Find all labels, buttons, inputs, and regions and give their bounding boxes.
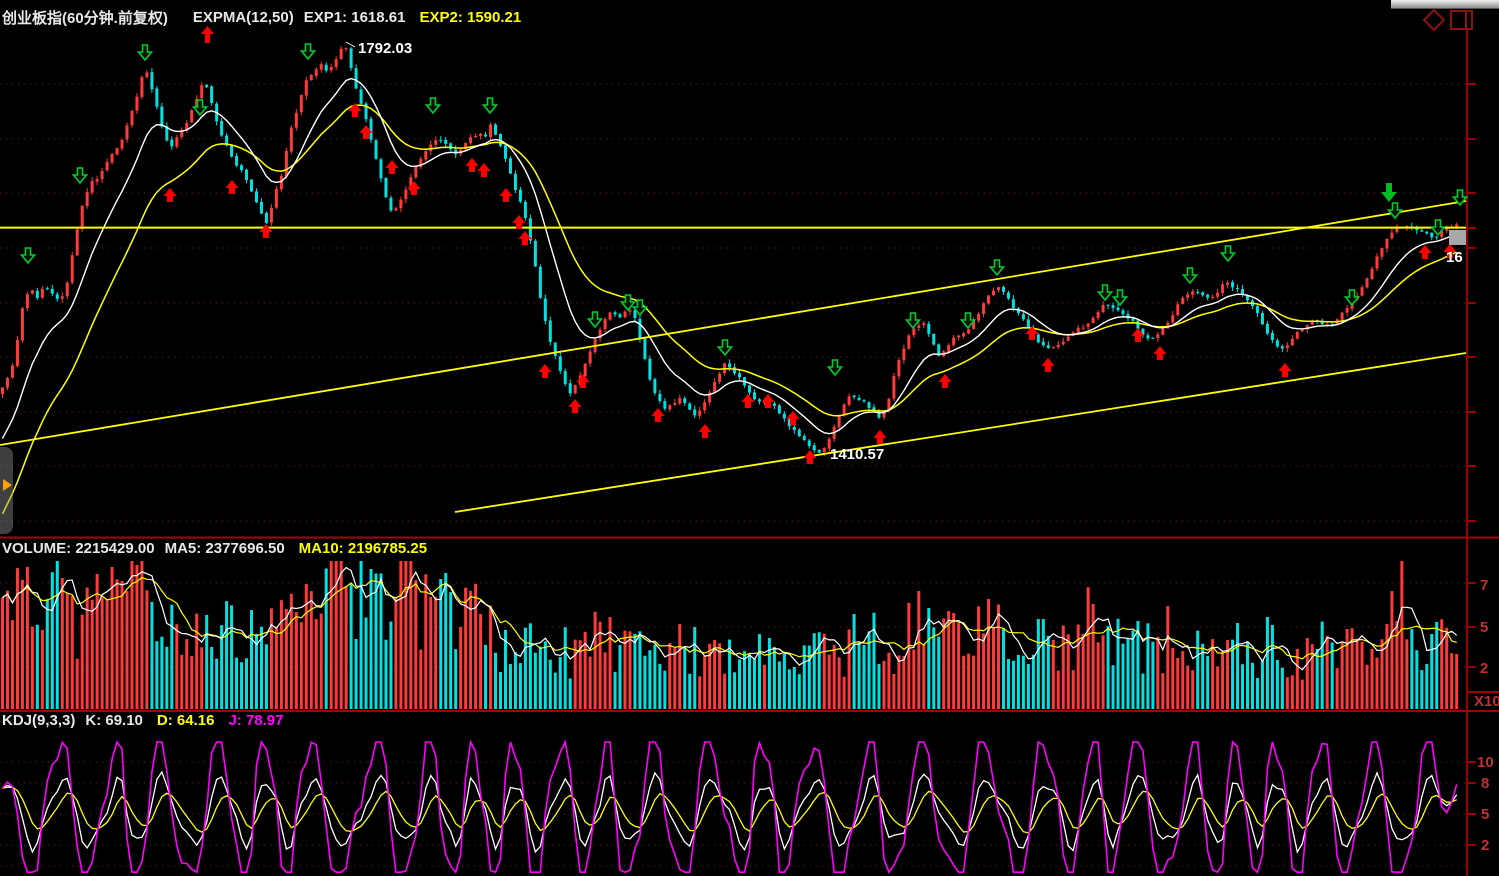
volume-axis-label: 2 [1480,660,1489,677]
sell-signal-icon [619,294,637,312]
buy-signal-icon [1418,245,1432,259]
volume-ma5-value: MA5: 2377696.50 [164,540,285,557]
buy-signal-icon [568,399,582,413]
sell-signal-icon [191,99,209,117]
kdj-axis-label: 2 [1481,837,1490,854]
volume-bars [1,561,1459,709]
expma-lines [1,77,1458,515]
buy-signal-icon [407,181,421,195]
chart-title: 创业板指(60分钟.前复权) [2,10,168,27]
sell-signal-icon [716,339,734,357]
kdj-k-value: K: 69.10 [85,712,143,729]
kdj-axis-label: 10 [1477,754,1494,771]
buy-signal-icon [741,394,755,408]
buy-signal-icon [938,374,952,388]
kdj-axis-label: 5 [1481,806,1490,823]
sell-signal-icon [1429,219,1447,237]
volume-ma-lines [2,566,1458,671]
buy-signal-arrow-icon [176,9,214,43]
buy-signal-icon [465,158,479,172]
buy-signal-icon [512,215,526,229]
buy-signal-icon [518,231,532,245]
indicator-label: EXPMA(12,50) [192,9,294,26]
sell-signal-icon [19,247,37,265]
buy-signal-icon [348,103,362,117]
buy-signal-icon [1041,358,1055,372]
sell-signal-icon [1219,245,1237,263]
sell-signal-icon [1181,267,1199,285]
split-divider [1465,12,1467,28]
trough-price-label: 1410.57 [830,446,885,463]
sell-signal-icon [71,167,89,185]
current-price-tag [1449,230,1466,245]
buy-signal-icon [786,411,800,425]
buy-signal-icon [1131,328,1145,342]
volume-axis-label: 5 [1480,619,1489,636]
buy-signal-icon [259,224,273,238]
buy-signal-icon [761,394,775,408]
volume-unit-label: X10 [1474,693,1499,710]
kdj-header: KDJ(9,3,3) K: 69.10 D: 64.16 J: 78.97 [2,712,284,729]
buy-signal-icon [1025,326,1039,340]
sell-signal-icon [586,311,604,329]
sell-signal-icon [959,312,977,330]
scrollbar-track[interactable] [1391,0,1499,9]
sell-signal-icon [988,259,1006,277]
sell-signal-icon [136,44,154,62]
sell-signal-icon [826,359,844,377]
sell-signal-icon [1451,189,1469,207]
sell-signal-icon [1343,289,1361,307]
kdj-name: KDJ(9,3,3) [2,712,76,729]
buy-signal-icon [163,188,177,202]
gridlines [0,83,1466,867]
volume-ma10-value: MA10: 2196785.25 [298,540,428,557]
main-chart-header: 创业板指(60分钟.前复权) EXPMA(12,50) EXP1: 1618.6… [2,7,522,43]
sell-signal-icon [481,97,499,115]
drawn-trendlines [0,200,1467,513]
buy-signal-icon [1153,346,1167,360]
buy-signal-icon [1443,244,1457,258]
panel-expand-handle[interactable] [0,447,13,534]
volume-axis-label: 7 [1480,577,1489,594]
signal-arrows [19,43,1469,464]
volume-value: VOLUME: 2215429.00 [2,540,155,557]
buy-signal-icon [499,188,513,202]
buy-signal-icon [651,408,665,422]
peak-price-label: 1792.03 [358,40,413,57]
exp2-value: EXP2: 1590.21 [419,9,522,26]
buy-signal-icon [538,364,552,378]
right-axis-partial-price-label: 16 [1446,249,1463,266]
sell-signal-icon [631,299,649,317]
buy-signal-icon [873,430,887,444]
axis-lines [0,28,1499,876]
sell-signal-icon [1096,284,1114,302]
buy-signal-icon [359,125,373,139]
sell-signal-icon [299,43,317,61]
candlesticks [1,46,1459,456]
sell-signal-icon [1111,289,1129,307]
expand-arrow-icon [3,479,12,491]
buy-signal-icon [225,180,239,194]
buy-signal-icon [385,160,399,174]
kdj-lines [1,739,1458,874]
buy-signal-icon [698,424,712,438]
sell-signal-icon [1386,202,1404,220]
buy-signal-icon [576,374,590,388]
volume-header: VOLUME: 2215429.00 MA5: 2377696.50 MA10:… [2,540,427,557]
sell-signal-icon [904,312,922,330]
buy-signal-icon [477,163,491,177]
split-window-icon[interactable] [1450,10,1473,30]
buy-signal-icon [803,450,817,464]
kdj-d-value: D: 64.16 [156,712,215,729]
annotation-leader [345,41,356,48]
sell-signal-icon [424,97,442,115]
kdj-j-value: J: 78.97 [228,712,284,729]
sell-signal-solid-icon [1381,183,1397,202]
exp1-value: EXP1: 1618.61 [303,9,406,26]
kdj-axis-label: 8 [1481,775,1490,792]
buy-signal-icon [1278,363,1292,377]
